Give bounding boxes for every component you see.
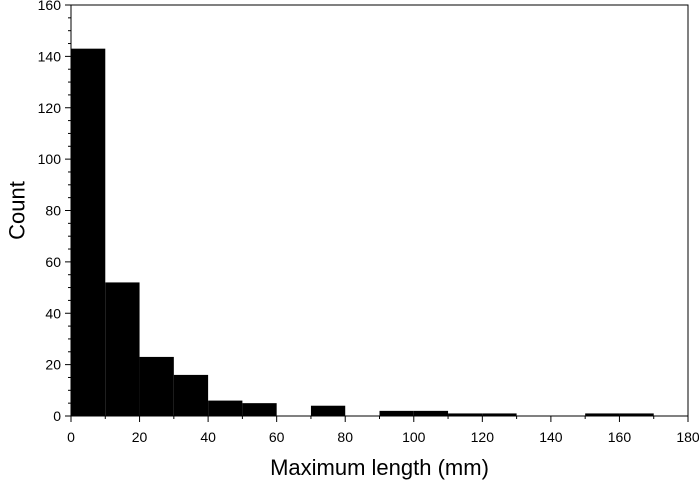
y-tick-label: 40 (45, 305, 61, 321)
y-tick-label: 80 (45, 203, 61, 219)
y-tick-label: 120 (38, 100, 62, 116)
histogram-bar-10-20 (105, 282, 140, 416)
histogram-bar-50-60 (242, 403, 277, 416)
x-tick-label: 40 (200, 429, 216, 445)
x-tick-label: 20 (132, 429, 148, 445)
x-tick-label: 160 (608, 429, 632, 445)
y-axis-title: Count (5, 181, 30, 240)
histogram-bar-150-160 (585, 413, 620, 416)
x-tick-label: 0 (67, 429, 75, 445)
histogram-bar-120-130 (482, 413, 517, 416)
histogram-bar-110-120 (448, 413, 483, 416)
plot-frame (70, 4, 689, 417)
y-tick-label: 160 (38, 0, 62, 13)
y-tick-label: 60 (45, 254, 61, 270)
y-tick-label: 20 (45, 357, 61, 373)
histogram-bar-0-10 (71, 48, 106, 416)
histogram-bar-70-80 (310, 405, 346, 416)
histogram-bar-20-30 (139, 356, 174, 416)
x-axis-title: Maximum length (mm) (270, 455, 489, 480)
x-tick-label: 60 (269, 429, 285, 445)
y-tick-label: 0 (53, 408, 61, 424)
x-tick-label: 80 (337, 429, 353, 445)
y-tick-label: 140 (38, 48, 62, 64)
x-tick-label: 100 (402, 429, 426, 445)
ticks-layer: 0 20 40 60 80 100 120 140 160 180 0 20 40 60 80 100 120 1… (38, 0, 699, 445)
histogram-bar-30-40 (173, 374, 209, 416)
histogram-bar-160-170 (619, 413, 654, 416)
histogram-bar-100-110 (413, 410, 449, 416)
histogram-bar-90-100 (379, 410, 414, 416)
y-tick-label: 100 (38, 151, 62, 167)
x-tick-label: 140 (539, 429, 563, 445)
histogram-bar-40-50 (208, 400, 243, 416)
x-tick-label: 120 (471, 429, 495, 445)
bars-layer (71, 48, 654, 416)
x-tick-label: 180 (676, 429, 699, 445)
